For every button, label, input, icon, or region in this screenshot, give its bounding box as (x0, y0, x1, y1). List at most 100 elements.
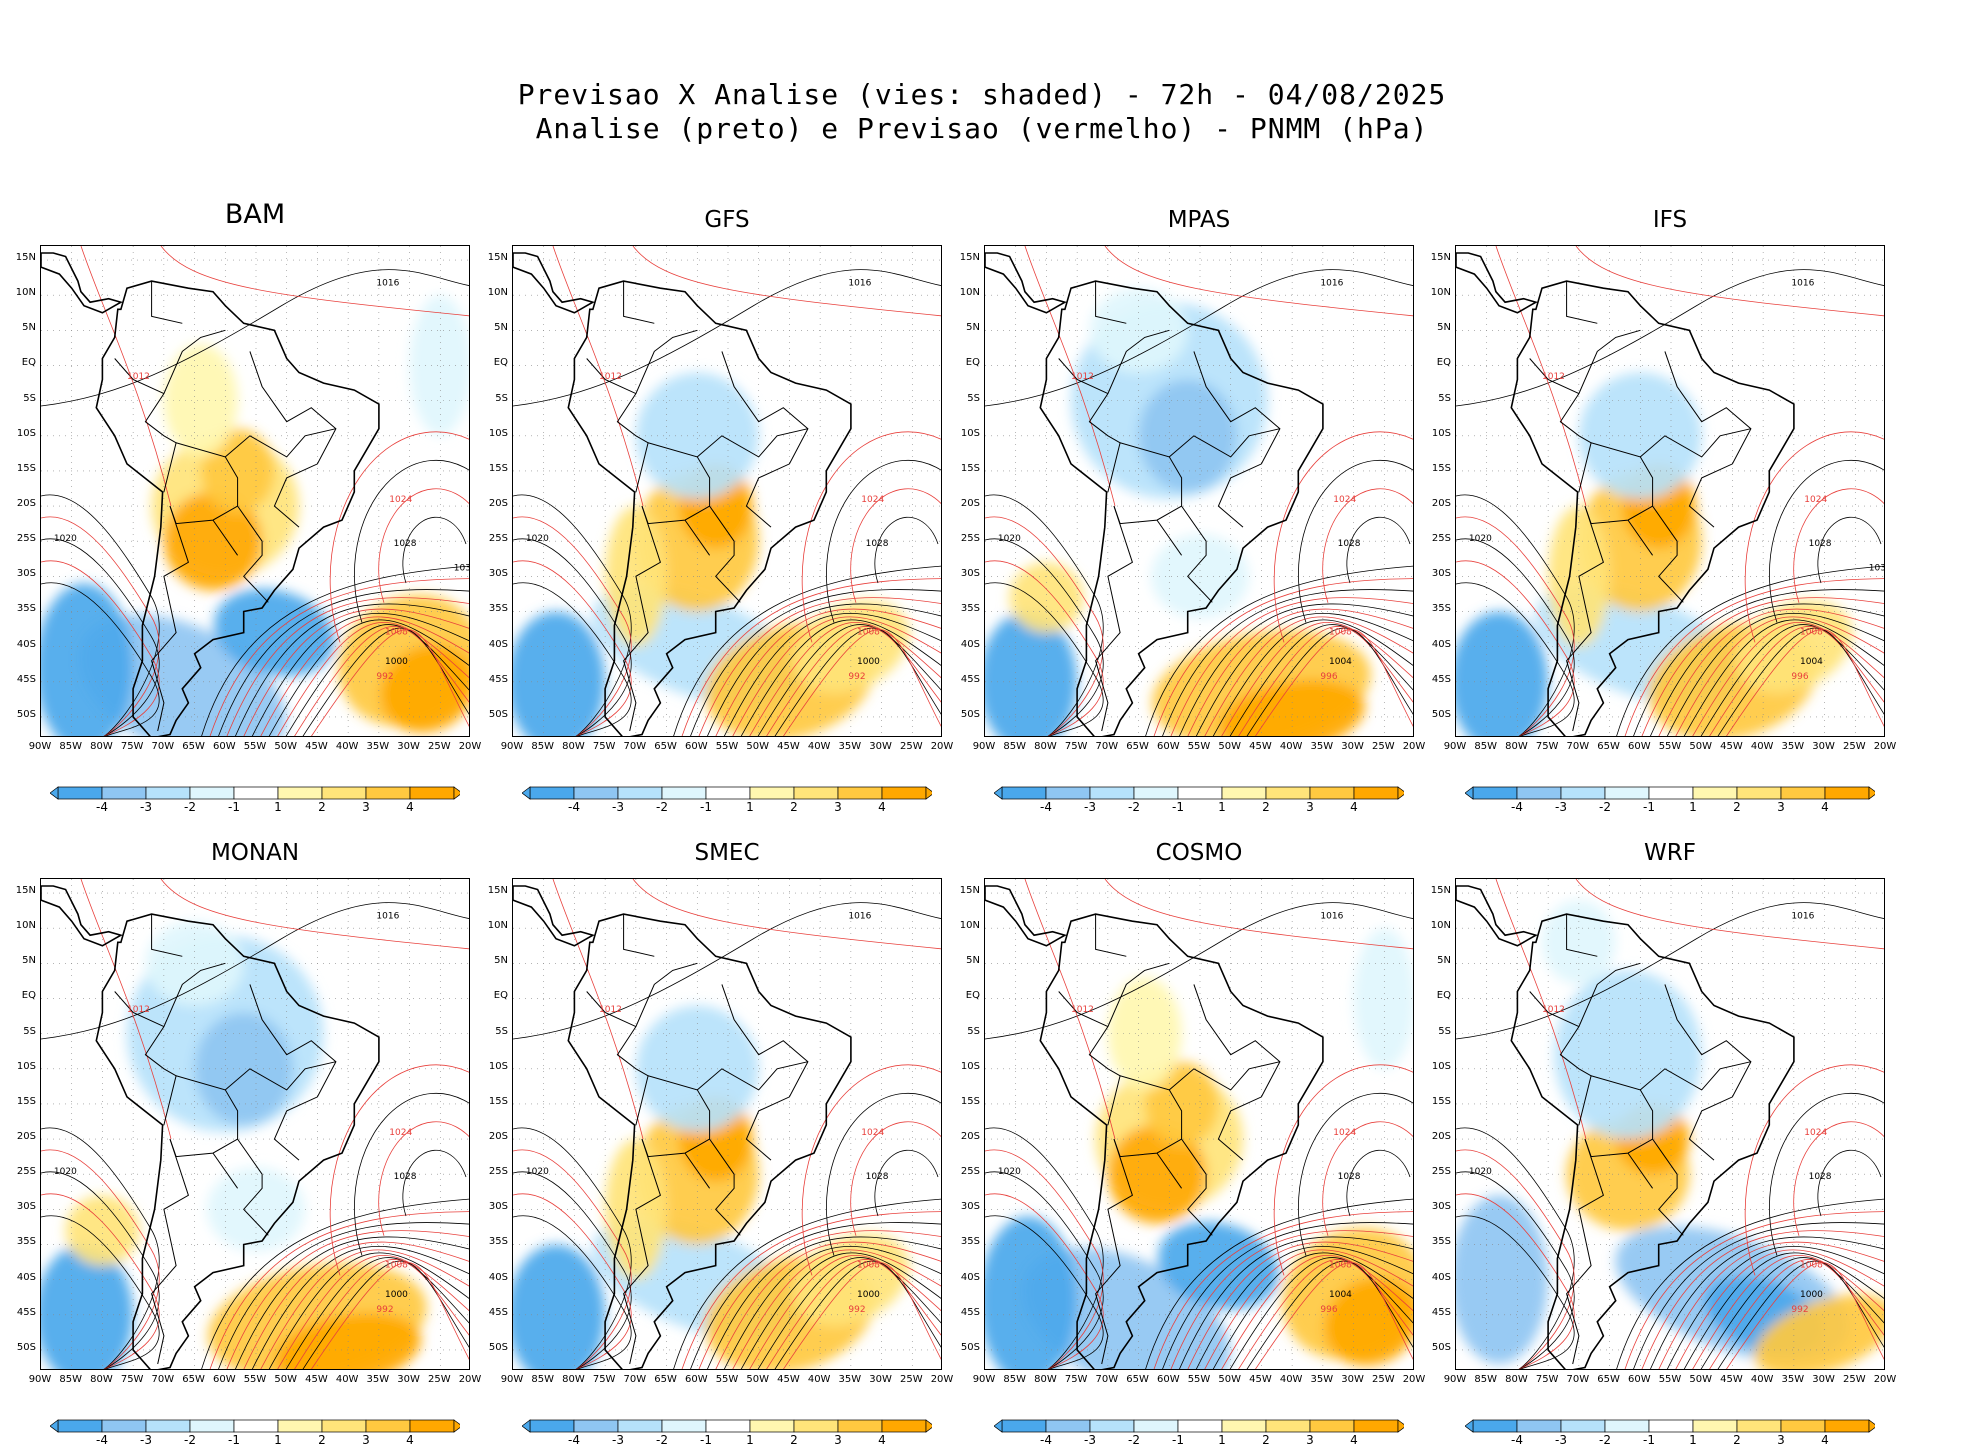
isobar (1692, 621, 1884, 736)
lat-label: EQ (1436, 990, 1451, 1002)
coastlines (985, 252, 1324, 736)
isobar (402, 516, 467, 584)
lon-label: 50W (1689, 1374, 1713, 1385)
lon-label: 85W (1474, 741, 1498, 752)
lat-label: 50S (16, 1341, 36, 1353)
lon-label: 60W (684, 1374, 708, 1385)
country-border (169, 1138, 238, 1158)
colorbar-label: -4 (1511, 1433, 1523, 1447)
colorbar-label: 3 (1777, 800, 1785, 814)
colorbar-swatch (705, 786, 751, 800)
isobar-label: 1020 (54, 1167, 77, 1177)
isobar (1246, 627, 1413, 736)
colorbar-swatch (233, 1419, 279, 1433)
isobar-label: 1008 (857, 1261, 880, 1271)
isobar (766, 1259, 941, 1369)
colorbar-swatch (1133, 786, 1179, 800)
grid-lines (1456, 246, 1884, 736)
lat-label: 15S (16, 1095, 36, 1107)
colorbar-swatch (529, 1419, 575, 1433)
colorbar-arrow-left (522, 1419, 531, 1433)
lon-label: 75W (592, 1374, 616, 1385)
pressure-map: 1016 1012 1020 1024 1028 1008 1000 992 (1456, 879, 1884, 1369)
lon-label: 80W (1034, 1374, 1057, 1385)
isobar (1255, 1262, 1413, 1369)
lon-label: 45W (1720, 741, 1743, 752)
country-border (1095, 505, 1134, 732)
colorbar-swatch (793, 1419, 839, 1433)
isobar (285, 624, 469, 736)
lat-label: 40S (960, 638, 980, 650)
lon-label: 40W (807, 741, 831, 752)
colorbar-swatch (617, 1419, 663, 1433)
lat-label: 30S (488, 1201, 508, 1213)
lon-label: 40W (1750, 741, 1774, 752)
isobar-label: 992 (376, 672, 393, 682)
lat-label: 40S (1431, 1271, 1451, 1283)
isobar (1726, 1262, 1884, 1369)
country-border (1529, 991, 1580, 1028)
lon-label: 70W (151, 741, 175, 752)
isobar (1575, 246, 1884, 317)
colorbar-label: 1 (274, 800, 282, 814)
isobar (513, 269, 941, 407)
colorbar-swatch (277, 1419, 323, 1433)
colorbar-label: 3 (1306, 1433, 1314, 1447)
isobar-label: 996 (1320, 1305, 1337, 1315)
grid-lines (985, 879, 1413, 1369)
lat-label: 10S (488, 427, 508, 439)
colorbar-label: -2 (184, 1433, 196, 1447)
isobar (1769, 1092, 1884, 1256)
isobar (513, 516, 632, 736)
colorbar-swatch (881, 1419, 927, 1433)
lon-label: 90W (972, 1374, 996, 1385)
coastlines (513, 885, 852, 1369)
isobar (985, 1215, 1104, 1369)
isobar (513, 1127, 632, 1369)
pressure-map: 1016 1012 1020 1024 1028 1008 1000 992 (513, 246, 941, 736)
isobar (681, 578, 941, 736)
isobar (766, 626, 941, 736)
coastlines (1456, 252, 1795, 736)
colorbar-label: -2 (1128, 800, 1140, 814)
lon-label: 70W (623, 1374, 647, 1385)
isobar (783, 1262, 941, 1369)
map-frame: 1016 1012 1020 1024 1028 1008 1000 992 1032 (40, 245, 470, 737)
colorbar-arrow-right (925, 1419, 932, 1433)
isobar (1162, 1222, 1413, 1369)
lon-label: 35W (1781, 741, 1805, 752)
colorbar-label: -2 (184, 800, 196, 814)
lon-label: 30W (1812, 1374, 1835, 1385)
isobar (1641, 1230, 1884, 1369)
colorbar-label: 1 (1689, 800, 1697, 814)
lon-label: 20W (458, 741, 482, 752)
country-border (623, 1138, 662, 1365)
lat-label: 10N (959, 920, 980, 932)
isobar (1456, 582, 1575, 736)
lat-label: 30S (16, 1201, 36, 1213)
isobar (723, 612, 941, 736)
isobar (513, 582, 632, 736)
isobar (1298, 1092, 1413, 1256)
colorbar-swatch (189, 1419, 235, 1433)
lon-label: 25W (1371, 1374, 1395, 1385)
isobar-label: 1020 (526, 534, 549, 544)
coastline (1456, 252, 1538, 314)
lon-label: 25W (427, 741, 451, 752)
lon-label: 90W (28, 1374, 52, 1385)
colorbar-swatch (1604, 1419, 1650, 1433)
colorbar-label: 2 (318, 1433, 326, 1447)
colorbar-label: 1 (746, 800, 754, 814)
colorbar-swatch (1472, 786, 1518, 800)
isobar (740, 619, 941, 736)
isobar (285, 1257, 469, 1369)
lon-label: 20W (1402, 741, 1426, 752)
colorbar-label: 2 (790, 800, 798, 814)
isobar (218, 1222, 469, 1369)
isobar (985, 494, 1104, 736)
isobar (1744, 431, 1884, 643)
lon-label: 25W (1842, 741, 1866, 752)
coastline (1510, 280, 1795, 736)
isobar (985, 269, 1413, 407)
lon-label: 45W (305, 741, 328, 752)
